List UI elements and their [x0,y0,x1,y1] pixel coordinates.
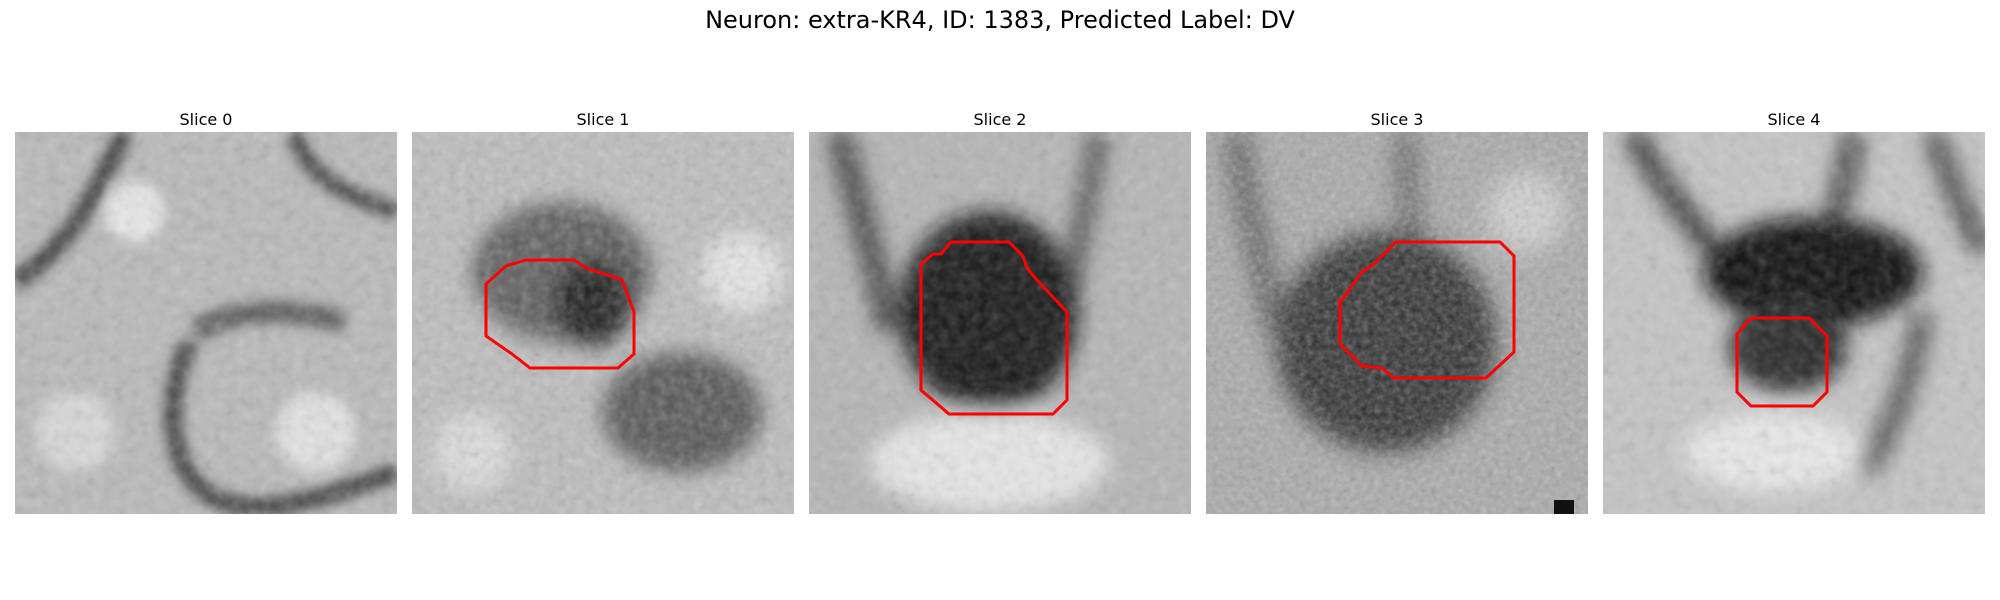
slice-panel-1: Slice 1 [412,108,794,514]
slice-image [15,132,397,514]
roi-contour [1338,240,1516,380]
slice-panel-0: Slice 0 [15,108,397,514]
slice-image [1603,132,1985,514]
slice-panel-3: Slice 3 [1206,108,1588,514]
slice-title: Slice 3 [1370,110,1424,129]
slice-image [412,132,794,514]
slice-image [809,132,1191,514]
figure-title: Neuron: extra-KR4, ID: 1383, Predicted L… [705,6,1295,34]
slice-panel-4: Slice 4 [1603,108,1985,514]
roi-contour [484,258,636,370]
slice-image [1206,132,1588,514]
slice-panel-2: Slice 2 [809,108,1191,514]
slice-title: Slice 4 [1767,110,1821,129]
slice-title: Slice 2 [973,110,1027,129]
slice-title: Slice 0 [179,110,233,129]
roi-contour [919,240,1069,416]
roi-contour [1735,316,1829,408]
slice-title: Slice 1 [576,110,630,129]
